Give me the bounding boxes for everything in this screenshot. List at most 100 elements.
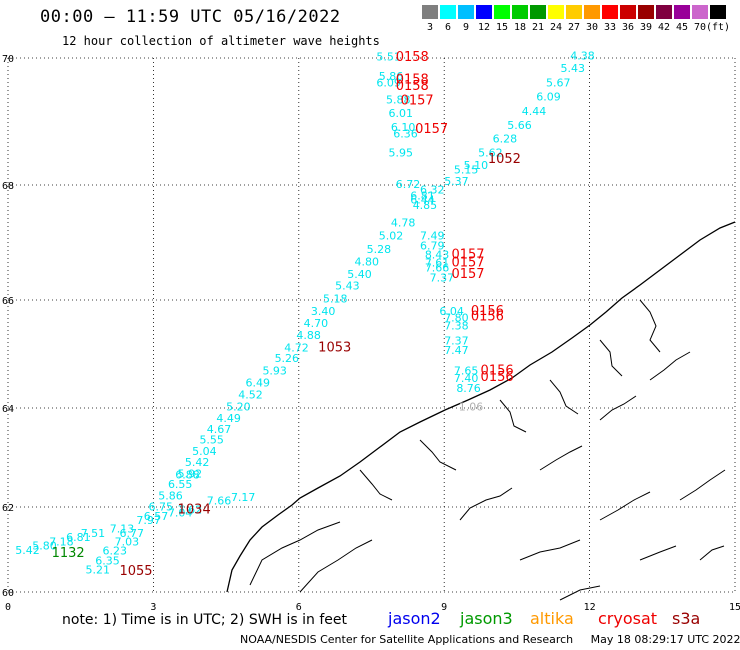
pass-time-label: 0156 bbox=[481, 370, 514, 385]
wave-height-value: 7.97 bbox=[136, 514, 161, 527]
wave-height-value: 5.26 bbox=[275, 352, 300, 365]
wave-height-value: 5.43 bbox=[335, 280, 360, 293]
wave-height-value: 3.40 bbox=[311, 305, 336, 318]
scale-swatch bbox=[674, 5, 690, 19]
scale-swatch bbox=[530, 5, 546, 19]
wave-height-value: 8.76 bbox=[456, 382, 481, 395]
coastline-segment bbox=[299, 539, 373, 593]
scale-label: 21 bbox=[531, 22, 545, 33]
x-tick-label: 6 bbox=[296, 602, 302, 613]
wave-height-value: 6.88 bbox=[175, 468, 200, 481]
coastline-segment bbox=[679, 469, 726, 501]
axis-ticks: 0 3 6 9 12 15 70 68 66 64 62 60 bbox=[2, 54, 740, 613]
coastline-segment bbox=[419, 439, 457, 471]
wave-height-value: 7.62 bbox=[178, 503, 203, 516]
wave-height-value: 4.38 bbox=[570, 49, 595, 62]
wave-height-value: 5.86 bbox=[379, 70, 404, 83]
wave-height-value: 5.28 bbox=[367, 243, 392, 256]
coastline-segment bbox=[539, 445, 583, 471]
footer-credit: NOAA/NESDIS Center for Satellite Applica… bbox=[240, 633, 740, 646]
wave-height-value: 7.51 bbox=[81, 527, 106, 540]
page-subtitle: 12 hour collection of altimeter wave hei… bbox=[62, 34, 380, 48]
pass-time-label: 0157 bbox=[401, 93, 434, 108]
wave-height-value: 4.78 bbox=[391, 216, 416, 229]
coastline-segment bbox=[359, 469, 393, 501]
footer-note: note: 1) Time is in UTC; 2) SWH is in fe… bbox=[62, 612, 348, 628]
coastline-segment bbox=[559, 585, 601, 601]
wave-height-value: 4.85 bbox=[413, 199, 438, 212]
wave-height-value: 5.55 bbox=[199, 434, 224, 447]
wave-height-value: 7.61 bbox=[425, 257, 450, 270]
coastline-segment bbox=[599, 339, 623, 377]
wave-height-value: 6.49 bbox=[245, 376, 270, 389]
scale-label: (ft) bbox=[706, 22, 731, 33]
scale-label: 33 bbox=[603, 22, 617, 33]
coastline-segment bbox=[699, 545, 725, 561]
wave-height-value: 6.09 bbox=[376, 77, 401, 90]
mission-label-altika: altika bbox=[530, 609, 574, 628]
wave-height-value: 7.80 bbox=[444, 312, 469, 325]
wave-height-value: 4.52 bbox=[238, 388, 263, 401]
coastline bbox=[226, 221, 736, 601]
pass-time-label: 0157 bbox=[451, 267, 484, 282]
scale-swatch bbox=[638, 5, 654, 19]
scale-swatch bbox=[458, 5, 474, 19]
scale-swatch bbox=[710, 5, 726, 19]
wave-height-value: 7.38 bbox=[444, 320, 469, 333]
wave-height-value: 7.49 bbox=[420, 230, 445, 243]
mission-label-cryosat: cryosat bbox=[598, 609, 658, 628]
wave-height-value: 8.43 bbox=[425, 249, 450, 262]
x-tick-label: 15 bbox=[729, 602, 740, 613]
pass-time-label: 0157 bbox=[415, 122, 448, 137]
wave-height-value: 7.66 bbox=[425, 261, 450, 274]
wave-height-value: 5.88 bbox=[386, 94, 411, 107]
wave-height-value: 6.01 bbox=[388, 107, 413, 120]
wave-height-value: 6.44 bbox=[410, 193, 435, 206]
wave-height-value: 6.04 bbox=[439, 305, 464, 318]
wave-height-value: 7.65 bbox=[454, 365, 479, 378]
x-tick-label: 12 bbox=[584, 602, 596, 613]
scale-label: 70 bbox=[693, 22, 707, 33]
wave-height-value: 5.42 bbox=[15, 544, 40, 557]
pass-time-label: 0156 bbox=[471, 304, 504, 319]
scale-swatch bbox=[494, 5, 510, 19]
mission-label-jason3: jason3 bbox=[460, 609, 513, 628]
wave-height-value: 4.80 bbox=[355, 256, 380, 269]
wave-height-value: 7.37 bbox=[430, 272, 455, 285]
coastline-segment bbox=[549, 379, 579, 415]
wave-height-value: 6.10 bbox=[391, 121, 416, 134]
wave-height-value: 7.17 bbox=[231, 491, 256, 504]
wave-height-value: 5.66 bbox=[507, 119, 532, 132]
pass-time-label: 0157 bbox=[451, 248, 484, 263]
wave-height-value: 7.66 bbox=[207, 495, 232, 508]
scale-label: 45 bbox=[675, 22, 689, 33]
pass-time-label: 0158 bbox=[396, 79, 429, 94]
wave-height-value: 6.55 bbox=[168, 478, 193, 491]
coastline-segment bbox=[639, 545, 677, 561]
coastline-segment bbox=[499, 399, 527, 433]
wave-height-value: 5.43 bbox=[561, 62, 586, 75]
wave-height-value: 5.40 bbox=[347, 268, 372, 281]
wave-height-value: 5.15 bbox=[454, 164, 479, 177]
x-tick-label: 0 bbox=[5, 602, 11, 613]
coastline-segment bbox=[639, 299, 661, 353]
wave-height-value: 6.09 bbox=[536, 91, 561, 104]
scale-label: 6 bbox=[444, 22, 452, 33]
wave-height-value: 5.51 bbox=[376, 51, 401, 64]
wave-height-value: 6.72 bbox=[396, 178, 421, 191]
scale-label: 15 bbox=[495, 22, 509, 33]
wave-height-value: 5.10 bbox=[464, 159, 489, 172]
wave-height-value: 5.95 bbox=[388, 146, 413, 159]
wave-height-value: 6.23 bbox=[103, 545, 128, 558]
x-tick-label: 3 bbox=[150, 602, 156, 613]
wave-height-value: 5.04 bbox=[192, 445, 217, 458]
y-tick-label: 68 bbox=[2, 181, 14, 192]
pass-time-label: 0156 bbox=[481, 364, 514, 379]
coastline-segment bbox=[649, 351, 691, 381]
scale-swatch bbox=[656, 5, 672, 19]
wave-height-value: 5.80 bbox=[32, 540, 57, 553]
y-tick-label: 64 bbox=[2, 404, 14, 415]
scale-swatch bbox=[512, 5, 528, 19]
